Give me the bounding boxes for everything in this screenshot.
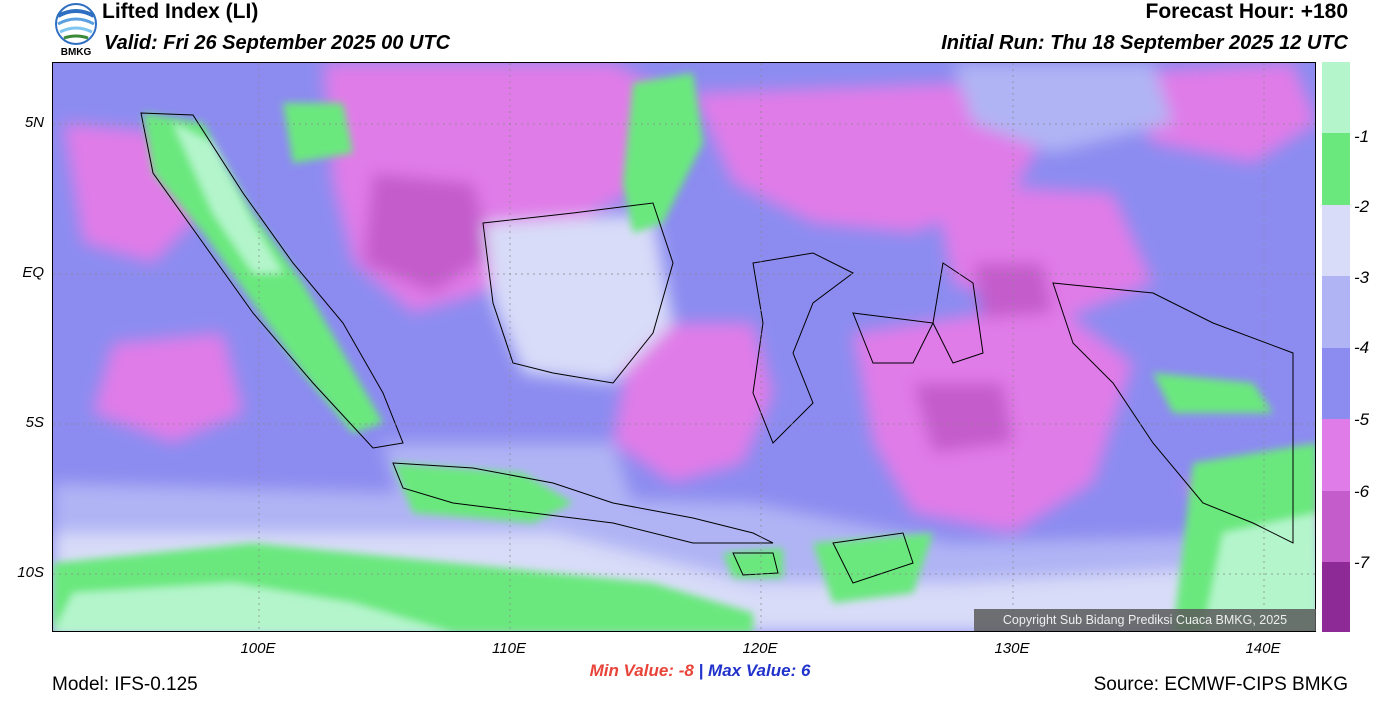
colorbar-segment <box>1322 133 1350 205</box>
colorbar-label: -5 <box>1354 410 1370 429</box>
colorbar-label: -6 <box>1354 482 1370 501</box>
lon-tick-120e: 120E <box>742 640 778 657</box>
colorbar-segment <box>1322 276 1350 348</box>
min-label: Min Value: <box>589 661 674 680</box>
lon-tick-100e: 100E <box>240 640 276 657</box>
forecast-hour: Forecast Hour: +180 <box>1145 0 1349 23</box>
map-title: Lifted Index (LI) <box>102 0 259 23</box>
colorbar-segment <box>1322 62 1350 133</box>
source-info: Source: ECMWF-CIPS BMKG <box>1093 674 1348 695</box>
min-max-values: Min Value: -8 | Max Value: 6 <box>0 661 1400 681</box>
lat-tick-eq: EQ <box>22 264 44 281</box>
colorbar <box>1322 62 1350 632</box>
valid-time: Valid: Fri 26 September 2025 00 UTC <box>104 32 451 54</box>
max-label: Max Value: <box>708 661 797 680</box>
model-info: Model: IFS-0.125 <box>52 674 198 695</box>
colorbar-label: -1 <box>1354 127 1370 146</box>
colorbar-label: -2 <box>1354 197 1370 216</box>
colorbar-label: -4 <box>1354 338 1370 357</box>
lat-tick-5s: 5S <box>25 414 44 431</box>
lat-tick-10s: 10S <box>17 564 44 581</box>
colorbar-segment <box>1322 419 1350 491</box>
logo-text: BMKG <box>60 47 92 58</box>
colorbar-segment <box>1322 205 1350 276</box>
colorbar-label: -3 <box>1354 268 1370 287</box>
copyright-notice: Copyright Sub Bidang Prediksi Cuaca BMKG… <box>974 609 1316 631</box>
min-value: -8 <box>678 661 694 680</box>
lon-tick-130e: 130E <box>994 640 1030 657</box>
colorbar-segment <box>1322 348 1350 419</box>
max-value: 6 <box>800 661 811 680</box>
initial-run: Initial Run: Thu 18 September 2025 12 UT… <box>941 32 1348 54</box>
lat-tick-5n: 5N <box>24 114 44 131</box>
lifted-index-map <box>52 62 1316 632</box>
map-canvas <box>53 63 1315 631</box>
colorbar-segment <box>1322 491 1350 562</box>
colorbar-segment <box>1322 562 1350 632</box>
lon-tick-140e: 140E <box>1245 640 1281 657</box>
bmkg-logo <box>52 2 100 60</box>
min-max-separator: | <box>698 661 704 680</box>
lon-tick-110e: 110E <box>492 640 526 657</box>
colorbar-label: -7 <box>1354 553 1370 572</box>
